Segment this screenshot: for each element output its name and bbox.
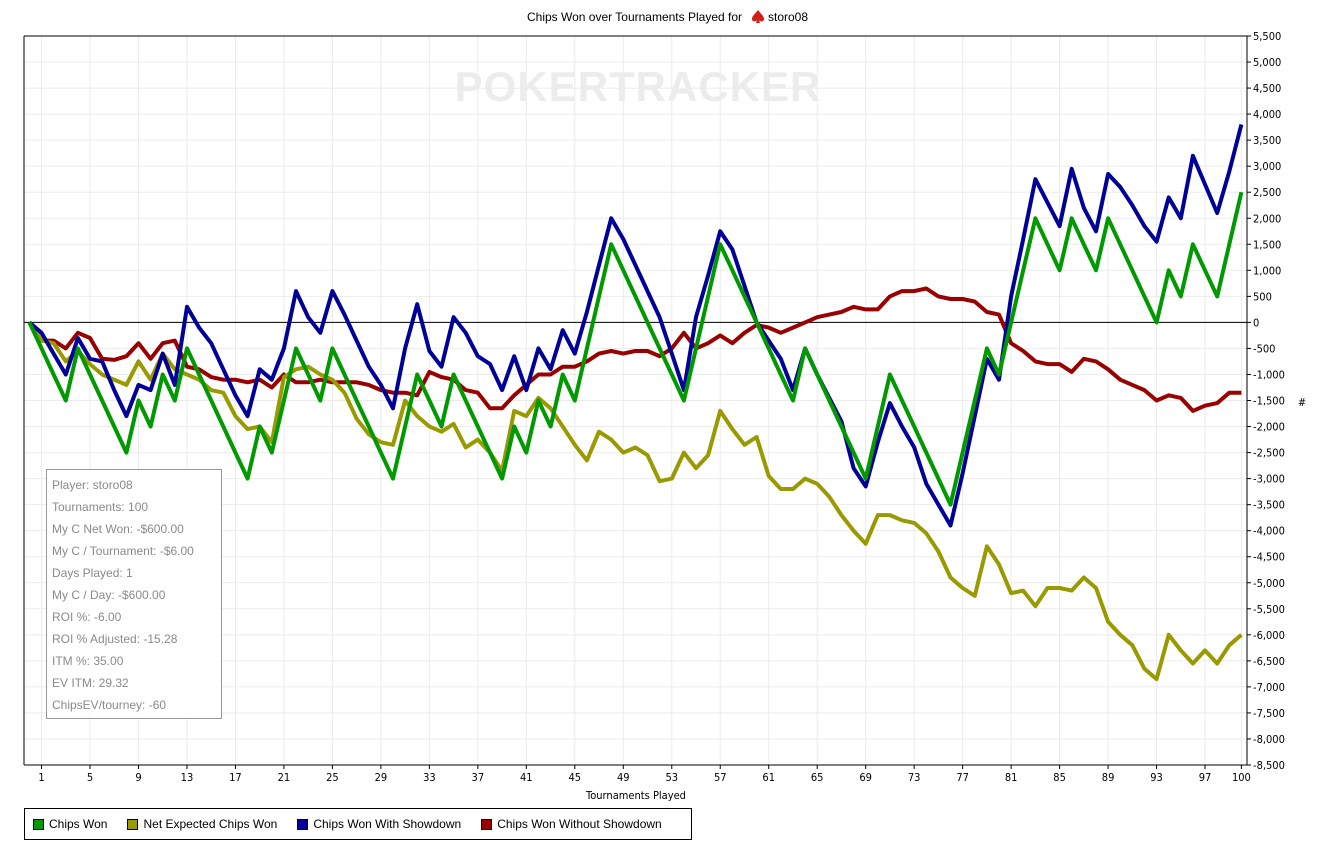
- x-tick-label: 17: [229, 771, 242, 784]
- legend-swatch: [297, 818, 309, 830]
- legend-label: Chips Won Without Showdown: [497, 817, 662, 831]
- stat-itm: ITM %: 35.00: [52, 654, 124, 668]
- chart-title: Chips Won over Tournaments Played for: [527, 10, 742, 24]
- y-axis-ticks: 5,500 5,000 4,500 4,000 3,500 3,000 2,500 2,000…: [1247, 30, 1285, 772]
- x-tick-label: 57: [714, 771, 727, 784]
- x-tick-label: 1: [38, 771, 44, 784]
- y-axis-label: #: [1298, 396, 1306, 409]
- series-line-chips-won: [27, 191, 1244, 507]
- x-tick-label: 65: [811, 771, 824, 784]
- y-tick-label: 2,500: [1253, 186, 1281, 199]
- legend-item-without-showdown[interactable]: Chips Won Without Showdown: [481, 817, 662, 831]
- y-tick-label: 3,000: [1253, 160, 1281, 173]
- x-tick-label: 41: [520, 771, 533, 784]
- x-tick-label: 61: [762, 771, 775, 784]
- stat-roi: ROI %: -6.00: [52, 610, 122, 624]
- y-tick-label: 4,500: [1253, 82, 1281, 95]
- x-tick-label: 93: [1150, 771, 1163, 784]
- y-tick-label: -6,000: [1253, 629, 1285, 642]
- x-tick-label: 53: [665, 771, 678, 784]
- stat-player: Player: storo08: [52, 478, 133, 492]
- x-tick-label: 13: [181, 771, 194, 784]
- x-tick-label: 69: [859, 771, 872, 784]
- watermark-logo: POKERTRACKER: [455, 63, 822, 110]
- stat-per-tournament: My C / Tournament: -$6.00: [52, 544, 194, 558]
- stat-roi-adjusted: ROI % Adjusted: -15.28: [52, 632, 178, 646]
- chart-title-player: storo08: [768, 10, 808, 24]
- x-tick-label: 45: [569, 771, 582, 784]
- y-tick-label: 500: [1253, 290, 1272, 303]
- stat-chipsev: ChipsEV/tourney: -60: [52, 698, 167, 712]
- x-tick-label: 21: [278, 771, 291, 784]
- x-axis-ticks: 1 5 9 13 17 21 25 29 33 37 41 45 49 53 57 61 65 69 73 77 81 8…: [38, 765, 1251, 784]
- y-tick-label: -3,000: [1253, 473, 1285, 486]
- y-tick-label: -2,000: [1253, 421, 1285, 434]
- x-tick-label: 81: [1005, 771, 1018, 784]
- y-tick-label: -500: [1253, 342, 1275, 355]
- x-tick-label: 5: [87, 771, 93, 784]
- x-tick-label: 85: [1053, 771, 1066, 784]
- y-tick-label: -8,500: [1253, 759, 1285, 772]
- y-tick-label: 2,000: [1253, 212, 1281, 225]
- stat-ev-itm: EV ITM: 29.32: [52, 676, 129, 690]
- legend-swatch: [127, 818, 139, 830]
- x-tick-label: 25: [326, 771, 339, 784]
- player-stats-box: Player: storo08 Tournaments: 100 My C Ne…: [46, 469, 222, 719]
- series-line-chips-won-with-showdown: [28, 124, 1244, 528]
- y-tick-label: 3,500: [1253, 134, 1281, 147]
- stat-per-day: My C / Day: -$600.00: [52, 588, 166, 602]
- x-tick-label: 89: [1102, 771, 1115, 784]
- legend-swatch: [481, 818, 493, 830]
- y-tick-label: -4,000: [1253, 525, 1285, 538]
- stat-days-played: Days Played: 1: [52, 566, 133, 580]
- y-tick-label: -1,500: [1253, 395, 1285, 408]
- y-tick-label: 5,500: [1253, 30, 1281, 43]
- y-tick-label: 4,000: [1253, 108, 1281, 121]
- y-tick-label: -2,500: [1253, 447, 1285, 460]
- spade-icon: [752, 10, 764, 23]
- x-tick-label: 100: [1232, 771, 1251, 784]
- y-tick-label: -4,500: [1253, 551, 1285, 564]
- y-tick-label: -5,500: [1253, 603, 1285, 616]
- x-axis-label: Tournaments Played: [585, 789, 686, 802]
- y-tick-label: 1,000: [1253, 264, 1281, 277]
- x-tick-label: 77: [956, 771, 969, 784]
- y-tick-label: -7,500: [1253, 707, 1285, 720]
- stat-net-won: My C Net Won: -$600.00: [52, 522, 184, 536]
- y-tick-label: -6,500: [1253, 655, 1285, 668]
- legend-label: Chips Won: [49, 817, 108, 831]
- legend-label: Net Expected Chips Won: [143, 817, 278, 831]
- y-tick-label: -5,000: [1253, 577, 1285, 590]
- x-tick-label: 97: [1199, 771, 1212, 784]
- legend-item-net-expected[interactable]: Net Expected Chips Won: [127, 817, 277, 831]
- y-tick-label: 5,000: [1253, 56, 1281, 69]
- y-tick-label: 1,500: [1253, 238, 1281, 251]
- x-tick-label: 49: [617, 771, 630, 784]
- series-line-net-expected-chips-won: [27, 321, 1243, 682]
- y-tick-label: 0: [1253, 316, 1259, 329]
- series-line-chips-won-without-showdown: [27, 286, 1242, 413]
- y-tick-label: -8,000: [1253, 733, 1285, 746]
- legend: Chips Won Net Expected Chips Won Chips W…: [24, 808, 692, 840]
- y-tick-label: -1,000: [1253, 368, 1285, 381]
- y-tick-label: -3,500: [1253, 499, 1285, 512]
- legend-item-with-showdown[interactable]: Chips Won With Showdown: [297, 817, 461, 831]
- series-lines: [27, 124, 1244, 682]
- x-tick-label: 29: [375, 771, 388, 784]
- y-tick-label: -7,000: [1253, 681, 1285, 694]
- x-tick-label: 37: [472, 771, 485, 784]
- x-tick-label: 33: [423, 771, 436, 784]
- stat-tournaments: Tournaments: 100: [52, 500, 149, 514]
- x-tick-label: 9: [135, 771, 141, 784]
- legend-item-chips-won[interactable]: Chips Won: [33, 817, 107, 831]
- legend-swatch: [33, 818, 44, 830]
- legend-label: Chips Won With Showdown: [313, 817, 462, 831]
- x-tick-label: 73: [908, 771, 921, 784]
